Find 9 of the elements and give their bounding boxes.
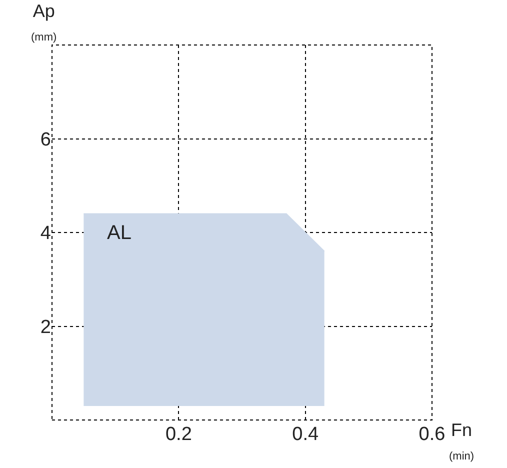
x-tick-label: 0.2 [165, 424, 192, 445]
annotation: AL [107, 222, 132, 244]
x-tick-label: 0.4 [292, 424, 319, 445]
y-tick-label: 6 [40, 129, 51, 150]
x-tick-label: 0.6 [418, 424, 446, 445]
y-tick-label: 4 [40, 223, 52, 244]
x-axis-title: Fn (min) [449, 420, 474, 462]
y-axis-title: Ap (mm) [31, 1, 57, 44]
y-tick-label: 2 [40, 316, 51, 338]
